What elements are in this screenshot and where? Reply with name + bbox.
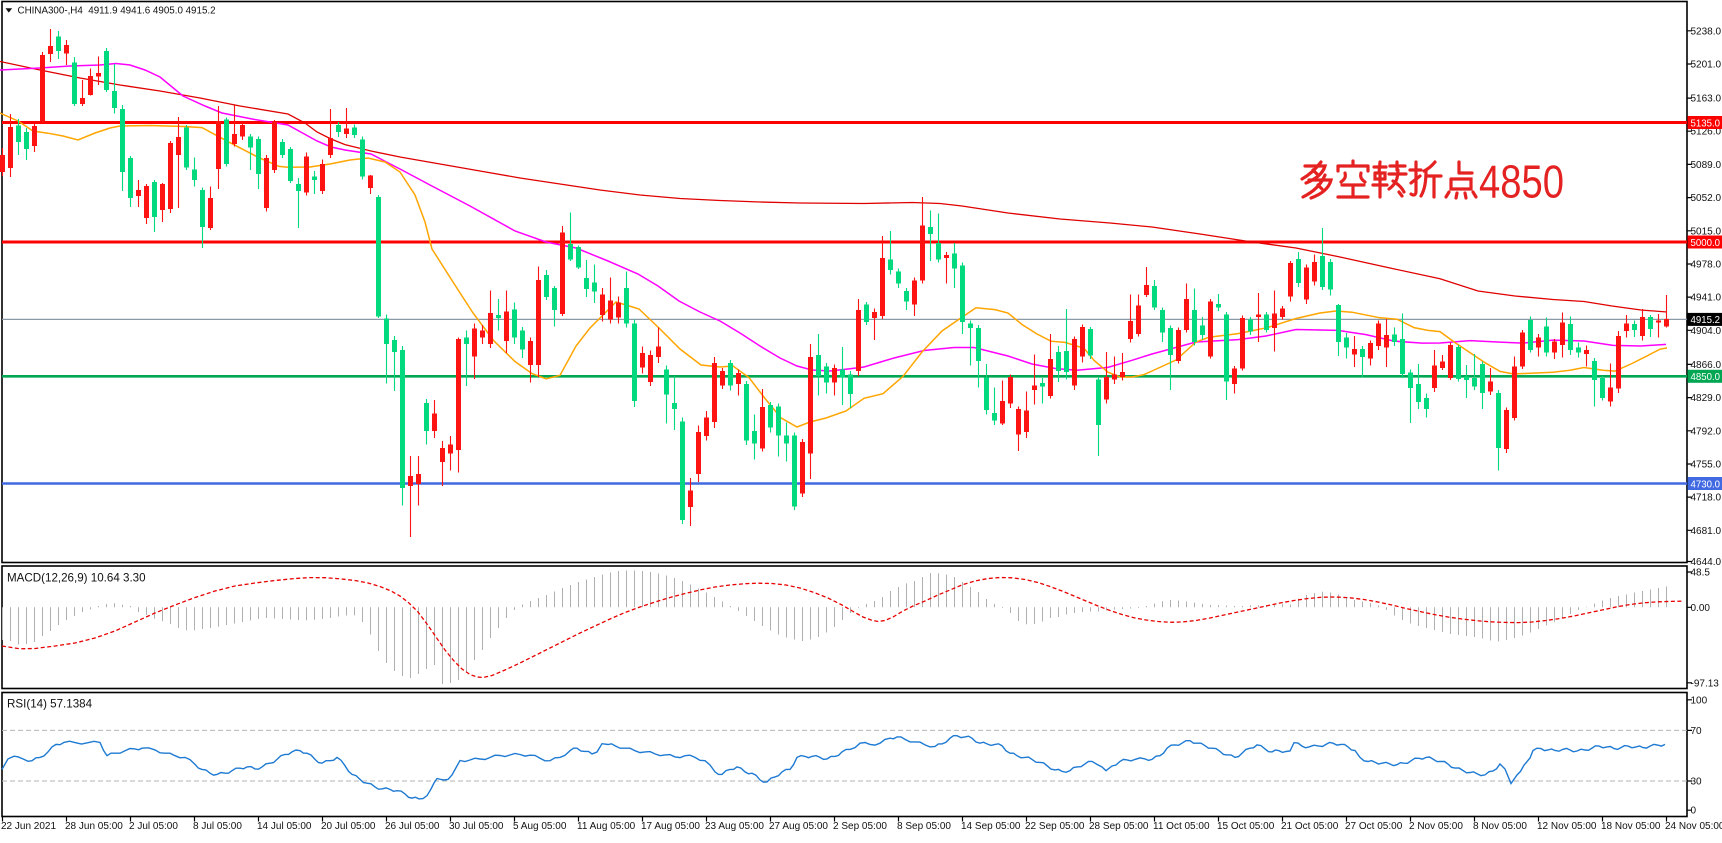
svg-text:8 Nov 05:00: 8 Nov 05:00: [1473, 821, 1527, 832]
svg-text:8 Jul 05:00: 8 Jul 05:00: [193, 821, 242, 832]
svg-text:4644.0: 4644.0: [1691, 557, 1722, 568]
svg-text:100: 100: [1691, 695, 1708, 706]
svg-text:8 Sep 05:00: 8 Sep 05:00: [897, 821, 951, 832]
svg-text:5 Aug 05:00: 5 Aug 05:00: [513, 821, 567, 832]
svg-text:22 Jun 2021: 22 Jun 2021: [1, 821, 56, 832]
svg-text:11 Oct 05:00: 11 Oct 05:00: [1153, 821, 1210, 832]
svg-text:14 Sep 05:00: 14 Sep 05:00: [961, 821, 1021, 832]
svg-text:18 Nov 05:00: 18 Nov 05:00: [1601, 821, 1661, 832]
svg-text:21 Oct 05:00: 21 Oct 05:00: [1281, 821, 1339, 832]
svg-text:15 Oct 05:00: 15 Oct 05:00: [1217, 821, 1275, 832]
svg-text:27 Oct 05:00: 27 Oct 05:00: [1345, 821, 1403, 832]
svg-text:5135.0: 5135.0: [1691, 117, 1721, 129]
svg-text:26 Jul 05:00: 26 Jul 05:00: [385, 821, 440, 832]
svg-text:17 Aug 05:00: 17 Aug 05:00: [641, 821, 700, 832]
svg-text:4829.0: 4829.0: [1691, 393, 1722, 404]
svg-text:5000.0: 5000.0: [1691, 237, 1721, 249]
svg-text:24 Nov 05:00: 24 Nov 05:00: [1665, 821, 1722, 832]
svg-text:2 Nov 05:00: 2 Nov 05:00: [1409, 821, 1463, 832]
svg-text:5089.0: 5089.0: [1691, 160, 1722, 171]
svg-text:MACD(12,26,9) 10.64 3.30: MACD(12,26,9) 10.64 3.30: [7, 572, 146, 585]
svg-text:14 Jul 05:00: 14 Jul 05:00: [257, 821, 312, 832]
svg-text:28 Sep 05:00: 28 Sep 05:00: [1089, 821, 1149, 832]
svg-text:CHINA300-,H4 4911.9 4941.6 49: CHINA300-,H4 4911.9 4941.6 4905.0 4915.2: [18, 6, 216, 17]
svg-text:4904.0: 4904.0: [1691, 326, 1722, 337]
svg-text:0.00: 0.00: [1691, 603, 1711, 614]
svg-text:20 Jul 05:00: 20 Jul 05:00: [321, 821, 376, 832]
svg-text:-97.13: -97.13: [1691, 678, 1720, 689]
svg-text:4978.0: 4978.0: [1691, 260, 1722, 271]
svg-text:5163.0: 5163.0: [1691, 94, 1722, 105]
svg-text:5052.0: 5052.0: [1691, 193, 1722, 204]
svg-text:4850.0: 4850.0: [1691, 371, 1721, 383]
svg-text:30 Jul 05:00: 30 Jul 05:00: [449, 821, 504, 832]
svg-text:4718.0: 4718.0: [1691, 493, 1722, 504]
svg-text:4681.0: 4681.0: [1691, 526, 1722, 537]
svg-text:22 Sep 05:00: 22 Sep 05:00: [1025, 821, 1085, 832]
svg-text:11 Aug 05:00: 11 Aug 05:00: [577, 821, 636, 832]
svg-text:30: 30: [1691, 777, 1703, 788]
svg-text:RSI(14) 57.1384: RSI(14) 57.1384: [7, 698, 93, 711]
svg-text:5201.0: 5201.0: [1691, 60, 1722, 71]
svg-text:4730.0: 4730.0: [1691, 478, 1721, 490]
svg-text:23 Aug 05:00: 23 Aug 05:00: [705, 821, 764, 832]
svg-text:70: 70: [1691, 726, 1703, 737]
svg-text:2 Jul 05:00: 2 Jul 05:00: [129, 821, 178, 832]
svg-text:4941.0: 4941.0: [1691, 293, 1722, 304]
svg-text:4755.0: 4755.0: [1691, 460, 1722, 471]
svg-text:0: 0: [1691, 806, 1697, 817]
svg-text:4866.0: 4866.0: [1691, 360, 1722, 371]
svg-text:12 Nov 05:00: 12 Nov 05:00: [1537, 821, 1597, 832]
svg-text:27 Aug 05:00: 27 Aug 05:00: [769, 821, 828, 832]
svg-text:28 Jun 05:00: 28 Jun 05:00: [65, 821, 123, 832]
svg-text:48.5: 48.5: [1691, 568, 1711, 579]
svg-text:2 Sep 05:00: 2 Sep 05:00: [833, 821, 887, 832]
svg-text:4915.2: 4915.2: [1691, 314, 1721, 326]
svg-text:5238.0: 5238.0: [1691, 26, 1722, 37]
svg-text:4792.0: 4792.0: [1691, 426, 1722, 437]
svg-text:4850: 4850: [1479, 156, 1564, 208]
